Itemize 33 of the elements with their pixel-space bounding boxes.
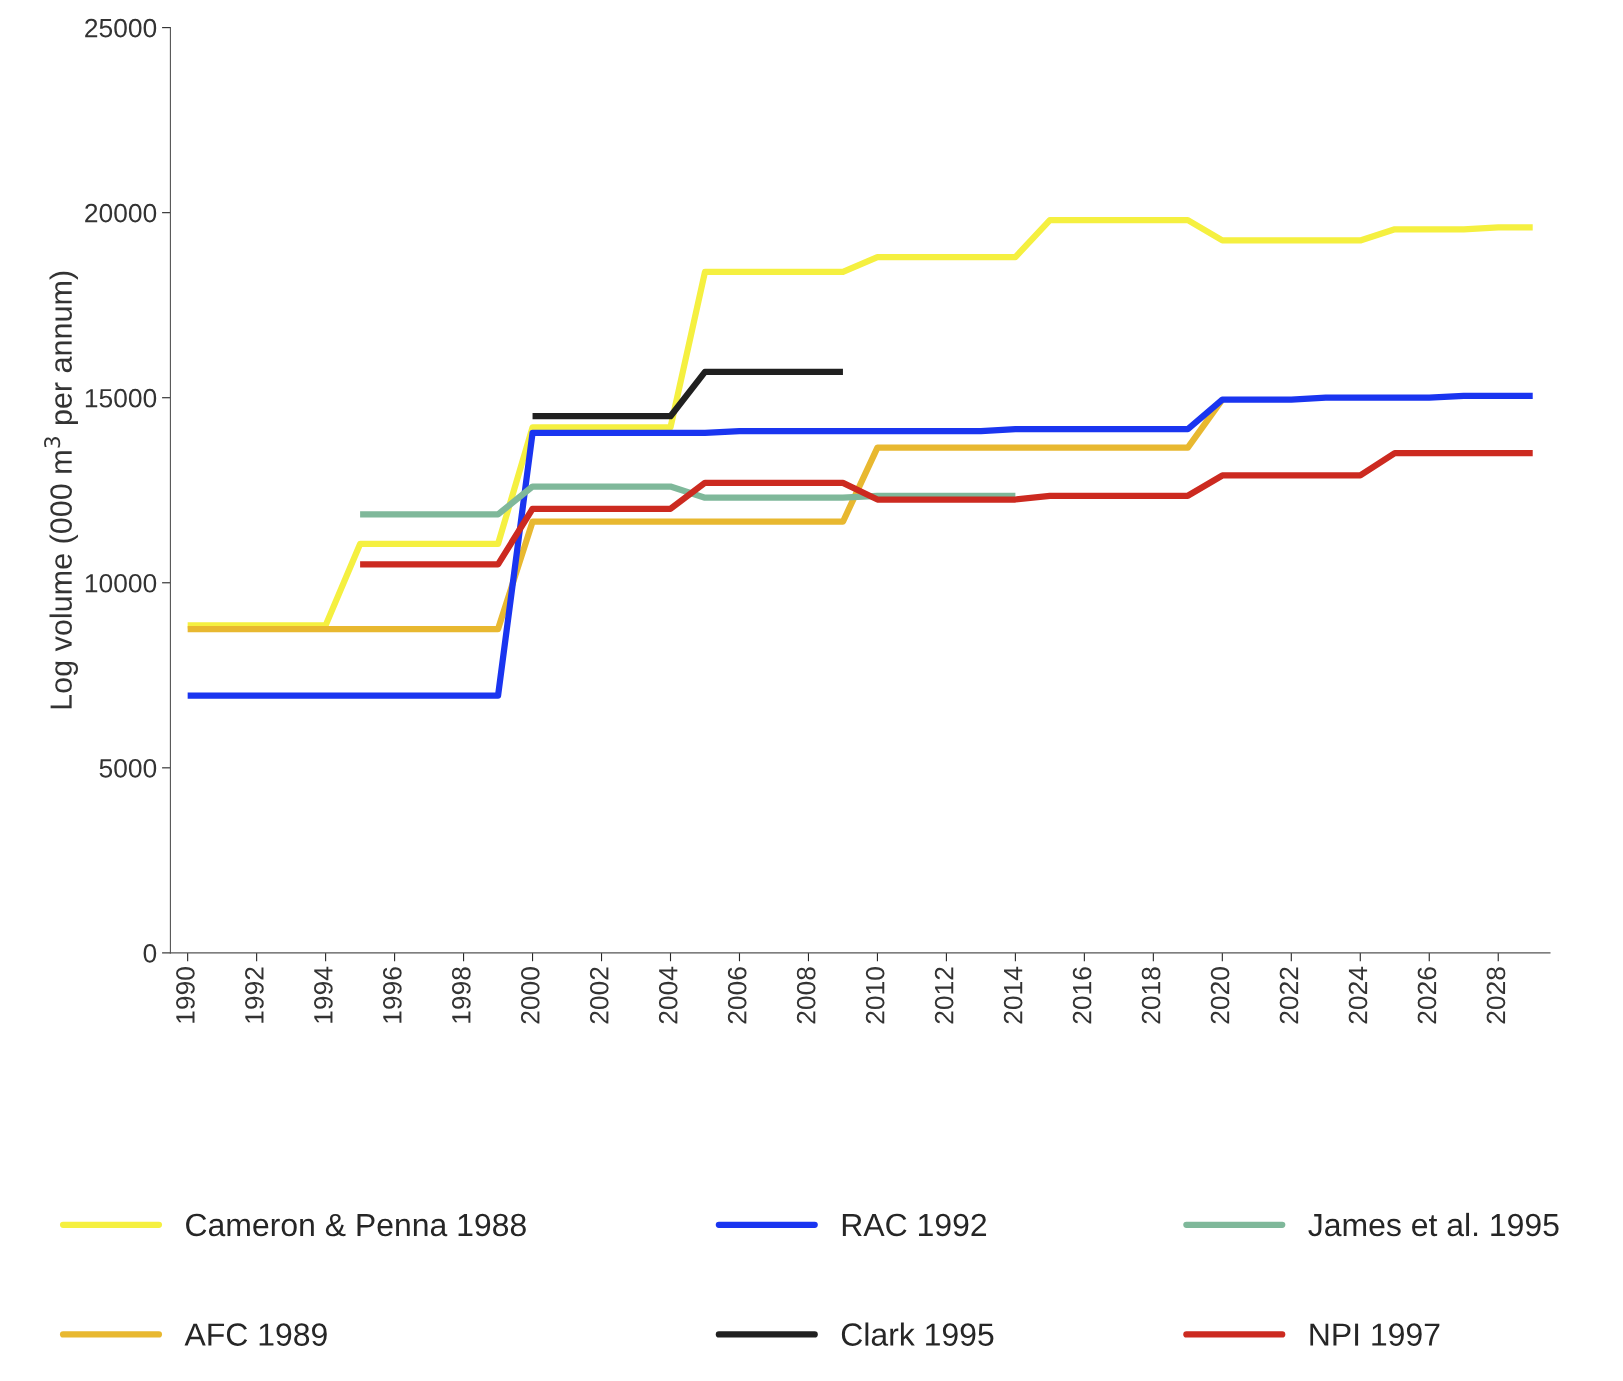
legend-label: NPI 1997: [1310, 1323, 1440, 1346]
x-tick-label: 2016: [1072, 967, 1092, 1024]
x-tick-label: 2014: [1003, 966, 1023, 1024]
legend-label: RAC 1992: [842, 1213, 987, 1237]
y-axis-title: Log volume (000 m$^{3}$ per annum): [44, 271, 78, 709]
legend-label: Clark 1995: [841, 1322, 994, 1346]
x-tick-label: 2024: [1348, 966, 1368, 1024]
x-tick-label: 2004: [658, 966, 678, 1024]
x-tick-label: 1996: [382, 967, 402, 1023]
x-tick-label: 1998: [451, 967, 471, 1023]
x-tick-label: 2020: [1210, 967, 1230, 1024]
x-tick-label: 2028: [1486, 967, 1506, 1024]
y-tick-label: 15000: [85, 388, 157, 408]
x-tick-label: 1994: [314, 966, 333, 1023]
x-tick-label: 2012: [934, 967, 954, 1024]
x-tick-label: 2026: [1417, 967, 1437, 1024]
x-tick-label: 1990: [176, 967, 195, 1023]
y-tick-label: 0: [143, 944, 157, 963]
x-tick-label: 2000: [520, 967, 540, 1024]
x-tick-label: 1992: [245, 967, 264, 1023]
x-tick-label: 2002: [589, 967, 609, 1024]
legend-label: Cameron & Penna 1988: [186, 1213, 526, 1237]
legend-label: James et al. 1995: [1308, 1212, 1559, 1237]
y-tick-label: 25000: [85, 18, 157, 38]
y-tick-label: 5000: [99, 758, 157, 778]
x-tick-label: 2022: [1279, 967, 1299, 1024]
x-tick-label: 2018: [1141, 967, 1161, 1024]
x-tick-label: 2006: [727, 967, 747, 1024]
y-tick-label: 20000: [85, 203, 157, 223]
legend-label: AFC 1989: [184, 1323, 327, 1346]
x-tick-label: 2008: [796, 967, 816, 1024]
x-tick-label: 2010: [865, 967, 885, 1024]
y-tick-label: 10000: [85, 573, 157, 593]
